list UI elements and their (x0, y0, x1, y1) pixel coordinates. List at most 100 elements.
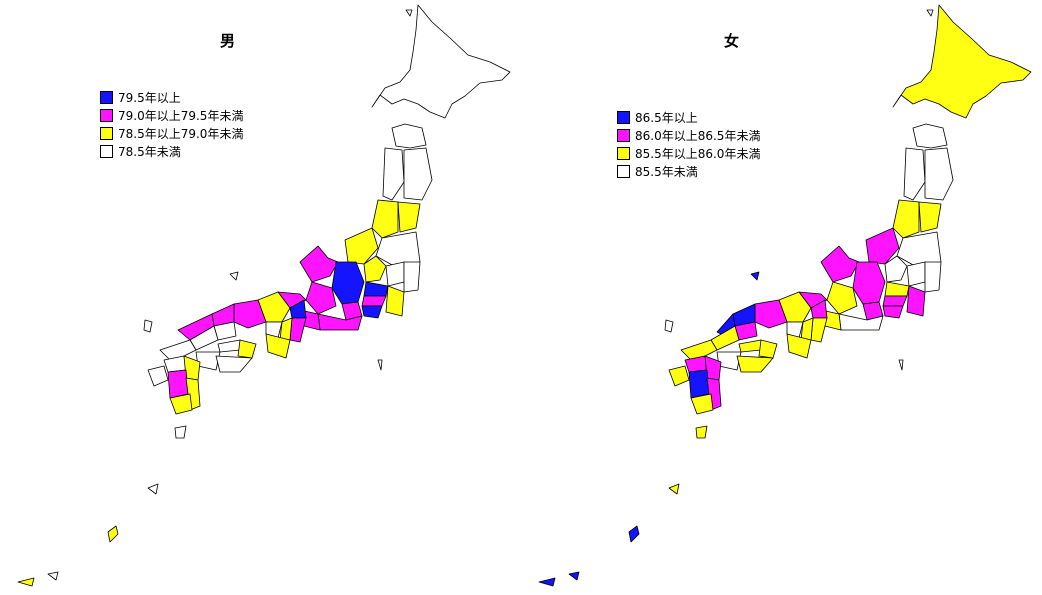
gifu (826, 281, 858, 315)
legend-item: 85.5年以上86.0年未満 (617, 144, 760, 162)
yamagata (371, 199, 399, 239)
gunma (363, 255, 387, 283)
island (143, 319, 153, 333)
legend-swatch-yellow (100, 126, 113, 140)
island (377, 359, 383, 371)
miyagi (918, 201, 942, 233)
niigata (865, 227, 900, 265)
legend-item: 85.5年未満 (617, 162, 760, 180)
aomori (912, 123, 948, 149)
miyagi (397, 201, 421, 233)
legend-label: 86.0年以上86.5年未満 (635, 128, 761, 143)
island (926, 9, 934, 17)
japan-map-male (17, 4, 511, 587)
legend-swatch-yellow (617, 146, 630, 160)
iwate (403, 147, 433, 201)
ibaraki (924, 261, 942, 293)
mie (810, 317, 828, 343)
akita (903, 147, 926, 201)
female-map-panel: 女 86.5年以上 86.0年以上86.5年未満 85.5年以上86.0年未満 … (521, 0, 1042, 595)
hokkaido (892, 4, 1032, 119)
legend-item: 79.0年以上79.5年未満 (100, 106, 243, 124)
kochi (736, 355, 774, 373)
iwate (924, 147, 954, 201)
saga-nagasaki (668, 365, 690, 387)
legend-label: 78.5年未満 (118, 144, 181, 159)
island (664, 319, 674, 333)
toyama-ishikawa (820, 245, 860, 283)
legend-item: 78.5年以上79.0年未満 (100, 124, 243, 142)
aomori (391, 123, 427, 149)
island (695, 425, 708, 439)
island (668, 483, 680, 495)
legend-label: 79.0年以上79.5年未満 (118, 108, 244, 123)
male-map-panel: 男 79.5年以上 79.0年以上79.5年未満 78.5年以上79.0年未満 … (17, 4, 511, 587)
kanagawa (361, 305, 383, 319)
kagawa (217, 339, 241, 353)
island (538, 577, 556, 587)
saitama (363, 281, 389, 297)
legend-item: 78.5年未満 (100, 142, 243, 160)
tokushima (758, 339, 778, 359)
niigata (344, 227, 379, 265)
japan-map-female (538, 4, 1032, 587)
wakayama (786, 333, 812, 359)
saga-nagasaki (147, 365, 169, 387)
okinawa (628, 525, 640, 543)
wakayama (265, 333, 291, 359)
island (47, 571, 59, 581)
yamaguchi (159, 339, 197, 363)
mie (289, 317, 307, 343)
okinawa (107, 525, 119, 543)
chiba (385, 285, 405, 317)
legend-item: 86.5年以上 (617, 108, 760, 126)
kanagawa (882, 305, 904, 319)
akita (382, 147, 405, 201)
map-title: 女 (724, 32, 740, 50)
legend-swatch-magenta (100, 108, 113, 122)
island (750, 271, 760, 281)
island (405, 9, 413, 17)
hokkaido (371, 4, 511, 119)
island (17, 577, 35, 587)
saitama (884, 281, 910, 297)
tochigi (906, 261, 926, 287)
kagoshima (690, 393, 714, 415)
kochi (215, 355, 253, 373)
nagano (852, 261, 886, 305)
kumamoto (688, 369, 710, 399)
island (147, 483, 159, 495)
tokushima (237, 339, 257, 359)
island (898, 359, 904, 371)
legend-swatch-blue (617, 110, 630, 124)
toyama-ishikawa (299, 245, 339, 283)
island (568, 571, 580, 581)
fukuoka (684, 355, 708, 373)
tokyo (361, 295, 387, 307)
legend-swatch-white (617, 164, 630, 178)
gifu (305, 281, 337, 315)
legend-swatch-magenta (617, 128, 630, 142)
gunma (884, 255, 908, 283)
kagawa (738, 339, 762, 353)
legend: 79.5年以上 79.0年以上79.5年未満 78.5年以上79.0年未満 78… (100, 88, 243, 160)
legend-label: 85.5年未満 (635, 164, 698, 179)
chiba (906, 285, 926, 317)
ibaraki (403, 261, 421, 293)
nagano (331, 261, 365, 305)
legend: 86.5年以上 86.0年以上86.5年未満 85.5年以上86.0年未満 85… (617, 108, 760, 180)
island (174, 425, 187, 439)
island (229, 271, 239, 281)
kagoshima (169, 393, 193, 415)
yamagata (892, 199, 920, 239)
legend-item: 79.5年以上 (100, 88, 243, 106)
legend-label: 85.5年以上86.0年未満 (635, 146, 761, 161)
legend-label: 86.5年以上 (635, 110, 698, 125)
tokyo (882, 295, 908, 307)
legend-item: 86.0年以上86.5年未満 (617, 126, 760, 144)
kumamoto (167, 369, 189, 399)
legend-label: 78.5年以上79.0年未満 (118, 126, 244, 141)
map-title: 男 (220, 32, 236, 50)
fukuoka (163, 355, 187, 373)
tochigi (385, 261, 405, 287)
